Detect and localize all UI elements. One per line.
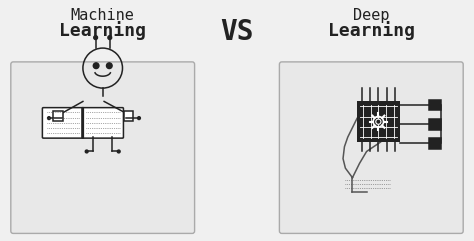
Circle shape (93, 63, 99, 69)
Bar (357, 101, 400, 142)
Circle shape (107, 63, 112, 69)
Bar (53, 111, 63, 120)
FancyBboxPatch shape (279, 62, 463, 234)
Text: Learning: Learning (59, 20, 146, 40)
Text: VS: VS (220, 18, 254, 46)
Circle shape (108, 36, 112, 40)
Circle shape (47, 117, 50, 120)
Circle shape (94, 36, 98, 40)
FancyBboxPatch shape (42, 108, 84, 138)
Circle shape (85, 150, 88, 153)
Circle shape (137, 117, 140, 120)
FancyBboxPatch shape (82, 108, 123, 138)
Bar (429, 138, 440, 149)
Bar (124, 111, 133, 120)
Text: Learning: Learning (328, 20, 415, 40)
Circle shape (117, 150, 120, 153)
Text: Deep: Deep (353, 8, 390, 23)
Circle shape (376, 119, 381, 124)
Bar (429, 119, 440, 130)
Bar (429, 100, 440, 110)
FancyBboxPatch shape (11, 62, 195, 234)
Text: Machine: Machine (71, 8, 135, 23)
